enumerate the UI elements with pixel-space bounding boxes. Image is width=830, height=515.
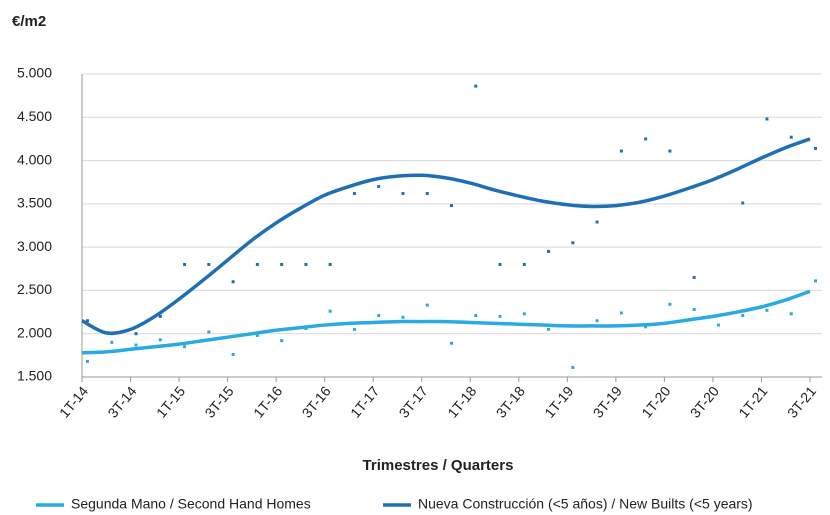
- point: [328, 309, 332, 313]
- point: [450, 341, 453, 345]
- legend-label: Nueva Construcción (<5 años) / New Built…: [418, 496, 753, 512]
- point: [814, 146, 817, 150]
- point: [741, 314, 745, 318]
- x-axis-label: Trimestres / Quarters: [363, 457, 514, 474]
- point: [183, 262, 187, 266]
- point: [134, 332, 138, 336]
- y-tick-label: 5.000: [17, 65, 52, 81]
- x-tick-label: 3T-18: [493, 383, 528, 421]
- y-tick-label: 2.500: [17, 281, 52, 297]
- point: [280, 339, 284, 343]
- point: [692, 307, 696, 311]
- x-tick-label: 1T-15: [153, 383, 188, 421]
- point: [619, 149, 623, 153]
- x-tick-label: 3T-15: [201, 383, 236, 421]
- point: [498, 262, 502, 266]
- point: [352, 327, 356, 331]
- point: [765, 117, 769, 121]
- x-tick-label: 1T-17: [347, 383, 382, 421]
- x-tick-label: 3T-16: [299, 383, 334, 421]
- y-tick-label: 3.500: [17, 195, 52, 211]
- x-tick-label: 1T-14: [56, 383, 91, 421]
- point: [595, 319, 599, 323]
- point: [352, 191, 356, 195]
- point: [644, 137, 648, 141]
- x-tick-label: 3T-17: [396, 383, 431, 421]
- point: [644, 325, 648, 329]
- point: [789, 135, 793, 139]
- point: [522, 262, 526, 266]
- point: [401, 315, 405, 319]
- point: [86, 319, 89, 323]
- point: [522, 312, 526, 316]
- point: [280, 262, 284, 266]
- point: [86, 359, 89, 363]
- point: [158, 314, 162, 318]
- legend-label: Segunda Mano / Second Hand Homes: [71, 496, 311, 512]
- point: [425, 191, 429, 195]
- x-tick-label: 3T-14: [104, 383, 139, 421]
- point: [255, 262, 259, 266]
- point: [789, 312, 793, 316]
- trend-line: [81, 137, 811, 336]
- point: [498, 314, 502, 318]
- point: [668, 302, 672, 306]
- point: [571, 241, 575, 245]
- point: [425, 303, 429, 307]
- point: [668, 149, 672, 153]
- x-tick-label: 1T-18: [444, 383, 479, 421]
- point: [692, 275, 696, 279]
- point: [595, 220, 599, 224]
- point: [231, 352, 235, 356]
- point: [450, 204, 453, 208]
- point: [474, 84, 478, 88]
- x-tick-label: 1T-16: [250, 383, 285, 421]
- point: [304, 262, 308, 266]
- x-tick-label: 3T-21: [784, 383, 819, 421]
- y-tick-label: 4.500: [17, 108, 52, 124]
- x-tick-label: 1T-20: [638, 383, 673, 421]
- trend-line: [81, 289, 811, 355]
- x-tick-label: 3T-19: [590, 383, 625, 421]
- point: [716, 323, 720, 327]
- point: [474, 314, 478, 318]
- point: [814, 279, 817, 283]
- y-tick-label: 4.000: [17, 151, 52, 167]
- point: [377, 185, 381, 189]
- point: [110, 340, 114, 344]
- point: [619, 311, 623, 315]
- point: [401, 191, 405, 195]
- x-tick-label: 1T-19: [541, 383, 576, 421]
- point: [255, 333, 259, 337]
- point: [377, 314, 381, 318]
- point: [547, 249, 551, 253]
- point: [158, 338, 162, 342]
- point: [231, 280, 235, 284]
- y-tick-label: 3.000: [17, 238, 52, 254]
- point: [571, 365, 575, 369]
- point: [134, 343, 138, 347]
- point: [207, 262, 211, 266]
- point: [741, 201, 745, 205]
- point: [207, 330, 211, 334]
- point: [765, 308, 769, 312]
- y-tick-label: 2.000: [17, 324, 52, 340]
- y-tick-label: 1.500: [17, 368, 52, 384]
- point: [547, 327, 551, 331]
- x-tick-label: 3T-20: [687, 383, 722, 421]
- x-tick-label: 1T-21: [735, 383, 770, 421]
- point: [328, 262, 332, 266]
- point: [183, 345, 187, 349]
- y-axis-label: €/m2: [12, 13, 46, 30]
